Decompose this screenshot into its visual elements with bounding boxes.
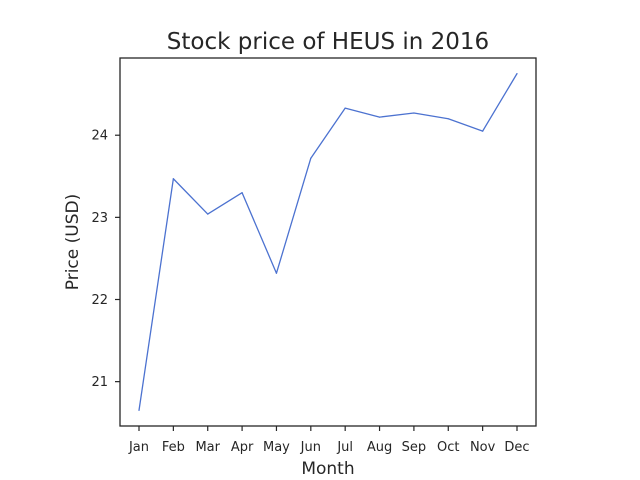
x-tick-label: Sep bbox=[402, 440, 427, 455]
data-point-jul bbox=[344, 107, 346, 109]
x-tick-label: Aug bbox=[367, 440, 392, 455]
chart-title: Stock price of HEUS in 2016 bbox=[167, 29, 489, 55]
x-tick-label: May bbox=[263, 440, 290, 455]
y-tick-label: 21 bbox=[91, 375, 108, 390]
series-line-0 bbox=[138, 73, 518, 411]
x-tick-label: Apr bbox=[231, 440, 254, 455]
y-axis-label: Price (USD) bbox=[63, 194, 83, 290]
x-tick-label: Oct bbox=[437, 440, 459, 455]
data-point-sep bbox=[413, 112, 415, 114]
data-point-apr bbox=[241, 192, 243, 194]
data-point-may bbox=[275, 272, 278, 274]
series-lines bbox=[138, 73, 518, 411]
data-point-dec bbox=[516, 73, 518, 75]
y-tick-label: 23 bbox=[91, 211, 108, 226]
ticks: Jan Feb Mar Apr May Jun Jul Aug Sep Oct Nov Dec 21 22… bbox=[91, 129, 529, 455]
x-tick-label: Dec bbox=[504, 440, 529, 455]
x-tick-label: Mar bbox=[195, 440, 220, 455]
x-axis-label: Month bbox=[301, 459, 354, 479]
data-point-oct bbox=[447, 118, 449, 120]
data-point-feb bbox=[172, 178, 174, 180]
y-tick-label: 22 bbox=[91, 293, 108, 308]
data-point-jan bbox=[138, 409, 140, 411]
plot-frame bbox=[119, 57, 537, 427]
data-point-nov bbox=[482, 130, 484, 132]
x-tick-label: Feb bbox=[162, 440, 185, 455]
data-point-aug bbox=[378, 116, 381, 118]
x-tick-label: Jan bbox=[128, 440, 149, 455]
data-point-jun bbox=[310, 157, 312, 159]
x-tick-label: Nov bbox=[470, 440, 496, 455]
data-point-mar bbox=[207, 213, 209, 215]
x-tick-label: Jul bbox=[336, 440, 353, 455]
x-tick-label: Jun bbox=[300, 440, 321, 455]
y-tick-label: 24 bbox=[91, 129, 108, 144]
